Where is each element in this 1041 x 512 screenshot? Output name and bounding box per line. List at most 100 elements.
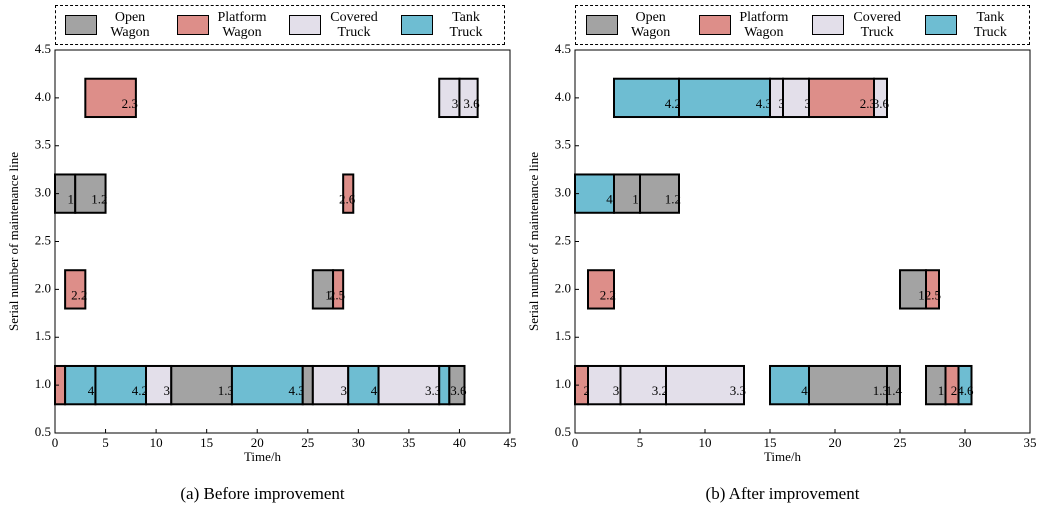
task-bar xyxy=(448,364,466,406)
y-tick-label: 0.5 xyxy=(555,424,571,439)
bar-label: 1.2 xyxy=(665,192,681,207)
bar-label: 1. xyxy=(632,192,642,207)
bar-label: 3.2 xyxy=(652,383,668,398)
bar-label: 4.3 xyxy=(756,96,772,111)
legend-label: Tank Truck xyxy=(973,10,1007,40)
bar-label: 3.3 xyxy=(425,383,441,398)
legend-label: Covered Truck xyxy=(330,10,378,40)
legend: Open Wagon Platform Wagon Covered Truck Tan… xyxy=(575,5,1030,45)
legend-swatch xyxy=(177,15,209,35)
bar-label: 2.3 xyxy=(122,96,138,111)
legend-item: Covered Truck xyxy=(812,10,906,40)
x-tick-label: 5 xyxy=(637,435,644,450)
legend-item: Tank Truck xyxy=(925,10,1019,40)
bar-label: 1.2 xyxy=(91,192,107,207)
task-bar xyxy=(873,77,888,119)
task-bar xyxy=(438,364,451,406)
x-axis-label: Time/h xyxy=(764,449,802,464)
legend-swatch xyxy=(698,15,731,35)
task-bar xyxy=(808,364,888,406)
x-tick-label: 5 xyxy=(102,435,109,450)
x-tick-label: 20 xyxy=(829,435,842,450)
legend-swatch xyxy=(812,15,845,35)
x-tick-label: 35 xyxy=(402,435,415,450)
legend-label: Platform Wagon xyxy=(217,10,267,40)
x-tick-label: 25 xyxy=(894,435,907,450)
y-tick-label: 3.5 xyxy=(555,137,571,152)
bar-label: 1. xyxy=(67,192,77,207)
task-bar xyxy=(782,77,810,119)
task-bar xyxy=(665,364,745,406)
bar-label: 3. xyxy=(613,383,623,398)
x-tick-label: 45 xyxy=(504,435,517,450)
task-bar xyxy=(619,364,667,406)
legend-item: Tank Truck xyxy=(401,10,495,40)
task-bar xyxy=(639,173,680,214)
task-bar xyxy=(145,364,173,406)
legend-item: Platform Wagon xyxy=(698,10,793,40)
bar-label: 3 xyxy=(779,96,786,111)
y-tick-label: 2.5 xyxy=(555,232,571,247)
x-tick-label: 20 xyxy=(251,435,264,450)
legend-label: Covered Truck xyxy=(853,10,901,40)
task-bar xyxy=(332,269,345,310)
task-bar xyxy=(886,364,901,406)
bar-label: 1. xyxy=(918,287,928,302)
task-bar xyxy=(301,364,314,406)
legend-label: Open Wagon xyxy=(630,10,671,40)
y-tick-label: 2.0 xyxy=(35,280,51,295)
x-tick-label: 25 xyxy=(301,435,314,450)
legend-item: Covered Truck xyxy=(289,10,383,40)
caption: (b) After improvement xyxy=(706,484,860,503)
task-bar xyxy=(342,173,355,214)
x-tick-label: 30 xyxy=(352,435,365,450)
bar-label: 2. xyxy=(951,383,961,398)
y-axis-label: Serial number of maintenance line xyxy=(6,152,21,331)
bar-label: 3.6 xyxy=(873,96,890,111)
y-tick-label: 1.5 xyxy=(35,328,51,343)
x-tick-label: 15 xyxy=(764,435,777,450)
task-bar xyxy=(769,364,810,406)
legend: Open Wagon Platform Wagon Covered Truck Tan… xyxy=(55,5,505,45)
bar-label: 4.6 xyxy=(957,383,974,398)
legend-swatch xyxy=(585,15,618,35)
bar-label: 3.6 xyxy=(450,383,467,398)
legend-label: Platform Wagon xyxy=(739,10,789,40)
y-tick-label: 1.0 xyxy=(35,376,51,391)
y-tick-label: 2.0 xyxy=(555,280,571,295)
task-bar xyxy=(230,364,304,406)
bar-label: 4.2 xyxy=(132,383,148,398)
y-tick-label: 3.0 xyxy=(555,185,571,200)
bar-label: 4. xyxy=(801,383,811,398)
bar-label: 2 xyxy=(584,383,591,398)
legend-label: Tank Truck xyxy=(449,10,483,40)
y-tick-label: 4.0 xyxy=(35,89,51,104)
x-tick-label: 0 xyxy=(52,435,59,450)
bar-label: 2.2 xyxy=(71,287,87,302)
bar-label: 2.5 xyxy=(925,287,941,302)
x-tick-label: 10 xyxy=(150,435,163,450)
x-tick-label: 35 xyxy=(1024,435,1037,450)
caption: (a) Before improvement xyxy=(180,484,345,503)
bar-label: 3. xyxy=(164,383,174,398)
bar-label: 4. xyxy=(88,383,98,398)
x-axis-label: Time/h xyxy=(244,449,282,464)
bar-label: 2.3 xyxy=(860,96,876,111)
bar-label: 2.2 xyxy=(600,287,616,302)
legend-label: Open Wagon xyxy=(110,10,150,40)
x-tick-label: 0 xyxy=(572,435,579,450)
legend-swatch xyxy=(289,15,321,35)
bar-label: 4. xyxy=(606,192,616,207)
bar-label: 3. xyxy=(340,383,350,398)
task-bar xyxy=(74,173,107,214)
y-tick-label: 1.5 xyxy=(555,328,571,343)
legend-item: Open Wagon xyxy=(65,10,159,40)
task-bar xyxy=(587,269,615,310)
task-bar xyxy=(170,364,233,406)
bar-label: 1. xyxy=(325,287,335,302)
bar-label: 1. xyxy=(938,383,948,398)
y-axis-label: Serial number of maintenance line xyxy=(526,152,541,331)
y-tick-label: 1.0 xyxy=(555,376,571,391)
bar-label: 4. xyxy=(371,383,381,398)
